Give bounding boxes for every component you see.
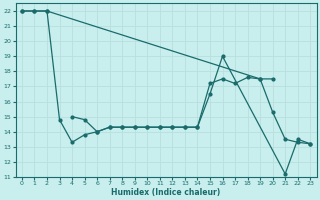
- X-axis label: Humidex (Indice chaleur): Humidex (Indice chaleur): [111, 188, 221, 197]
